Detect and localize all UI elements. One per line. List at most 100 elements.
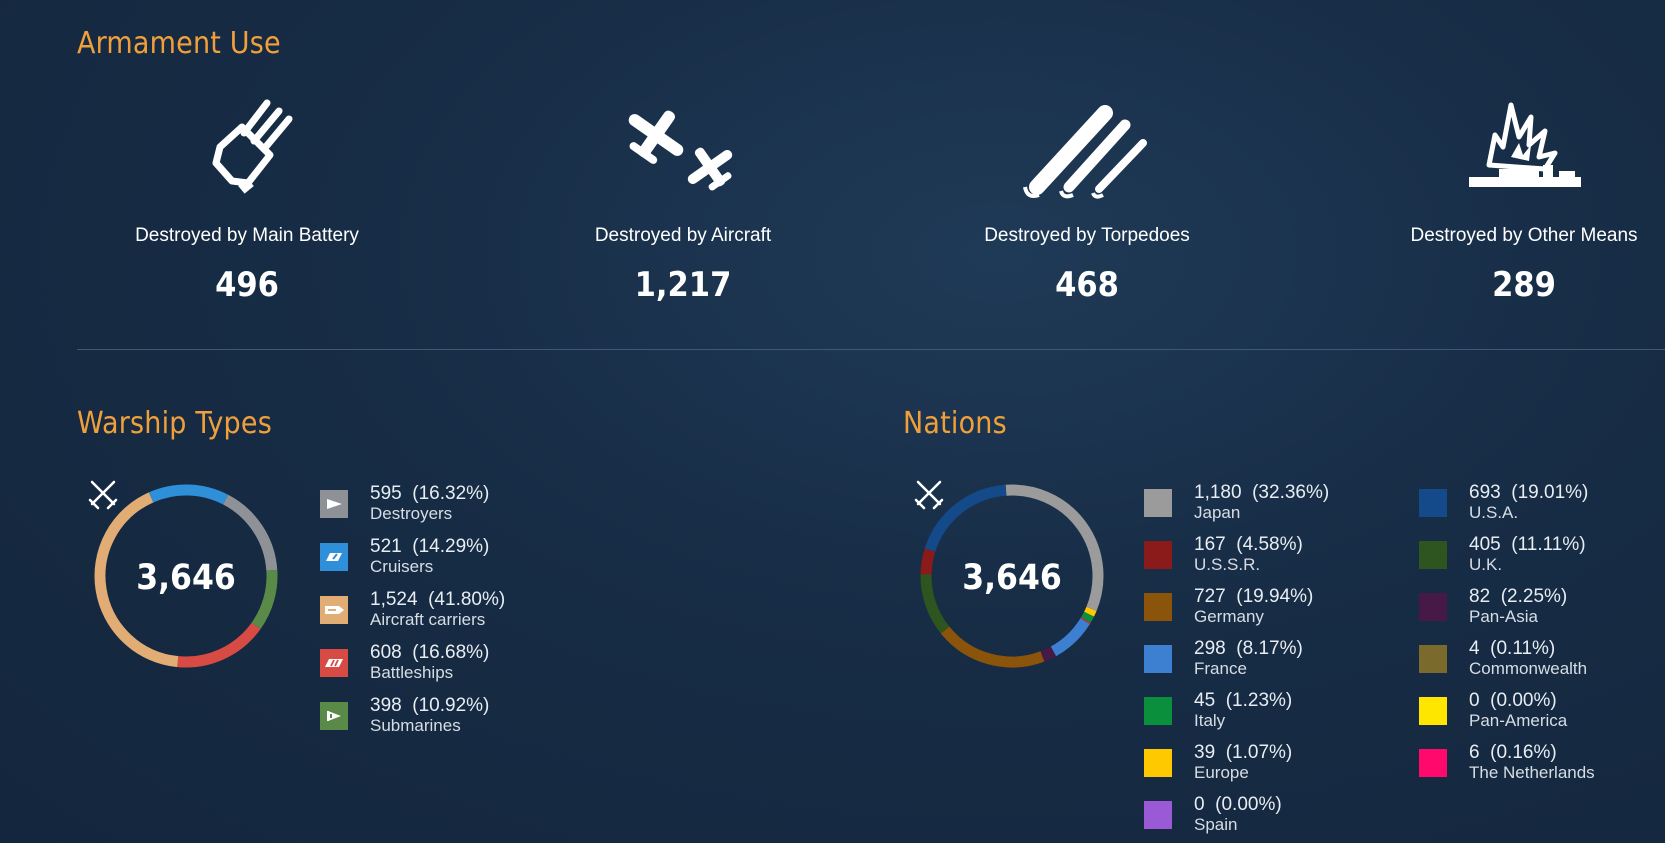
- nations-donut: 3,646: [912, 476, 1112, 676]
- legend-swatch: [1144, 489, 1172, 517]
- legend-label: Spain: [1194, 815, 1238, 834]
- warship-types-total: 3,646: [136, 558, 236, 598]
- legend-label: U.S.S.R.: [1194, 555, 1261, 574]
- nations-center: 3,646: [912, 476, 1112, 676]
- legend-swatch: [1144, 593, 1172, 621]
- legend-label: U.S.A.: [1469, 503, 1519, 522]
- crossed-swords-icon: [914, 480, 944, 510]
- legend-swatch: [1144, 801, 1172, 829]
- legend-item-battleships: 608 (16.68%) Battleships: [320, 642, 580, 688]
- legend-item-nation: 0 (0.00%) Pan-America: [1419, 690, 1665, 736]
- legend-label: Destroyers: [370, 504, 453, 523]
- legend-item-nation: 693 (19.01%) U.S.A.: [1419, 482, 1665, 528]
- main-battery-icon: [67, 95, 427, 205]
- legend-value: 0 (0.00%): [1469, 690, 1557, 711]
- legend-label: Aircraft carriers: [370, 610, 486, 629]
- legend-value: 727 (19.94%): [1194, 586, 1314, 607]
- legend-value: 6 (0.16%): [1469, 742, 1557, 763]
- torpedoes-label: Destroyed by Torpedoes: [984, 225, 1190, 246]
- legend-value: 398 (10.92%): [370, 695, 490, 716]
- legend-label: France: [1194, 659, 1247, 678]
- submarine-icon: [320, 702, 348, 730]
- legend-item-cruisers: 521 (14.29%) Cruisers: [320, 536, 580, 582]
- legend-swatch: [1419, 541, 1447, 569]
- main-battery-label: Destroyed by Main Battery: [135, 225, 359, 246]
- legend-value: 167 (4.58%): [1194, 534, 1303, 555]
- torpedoes-icon: [907, 95, 1267, 205]
- legend-swatch: [1144, 541, 1172, 569]
- legend-item-nation: 727 (19.94%) Germany: [1144, 586, 1394, 632]
- warship-type-slice: [148, 484, 229, 505]
- legend-label: Pan-America: [1469, 711, 1568, 730]
- nations-total: 3,646: [962, 558, 1062, 598]
- legend-item-nation: 82 (2.25%) Pan-Asia: [1419, 586, 1665, 632]
- legend-label: Battleships: [370, 663, 454, 682]
- legend-value: 298 (8.17%): [1194, 638, 1303, 659]
- legend-value: 39 (1.07%): [1194, 742, 1293, 763]
- legend-label: Cruisers: [370, 557, 434, 576]
- other-means-label: Destroyed by Other Means: [1410, 225, 1638, 246]
- legend-value: 82 (2.25%): [1469, 586, 1568, 607]
- section-divider: [77, 349, 1665, 350]
- legend-item-nation: 39 (1.07%) Europe: [1144, 742, 1394, 788]
- armament-title: Armament Use: [77, 26, 281, 61]
- aircraft-label: Destroyed by Aircraft: [594, 225, 772, 246]
- warship-type-slice: [177, 622, 261, 668]
- nations-donut-chart: [920, 484, 1104, 668]
- warship-type-slice: [222, 494, 278, 571]
- legend-value: 521 (14.29%): [370, 536, 490, 557]
- legend-value: 1,180 (32.36%): [1194, 482, 1330, 503]
- legend-label: Submarines: [370, 716, 461, 735]
- other-means-value: 289: [1492, 265, 1556, 305]
- destroyer-icon: [320, 490, 348, 518]
- legend-item-aircraft-carriers: 1,524 (41.80%) Aircraft carriers: [320, 589, 580, 635]
- legend-value: 608 (16.68%): [370, 642, 490, 663]
- nation-slice: [924, 484, 1007, 552]
- legend-label: U.K.: [1469, 555, 1503, 574]
- legend-value: 693 (19.01%): [1469, 482, 1589, 503]
- armament-card-other: Destroyed by Other Means 289: [1344, 95, 1665, 305]
- legend-item-nation: 4 (0.11%) Commonwealth: [1419, 638, 1665, 684]
- legend-item-submarines: 398 (10.92%) Submarines: [320, 695, 580, 741]
- nation-slice: [1084, 606, 1097, 617]
- armament-card-aircraft: Destroyed by Aircraft 1,217: [503, 95, 863, 305]
- torpedoes-value: 468: [1055, 265, 1119, 305]
- legend-item-nation: 45 (1.23%) Italy: [1144, 690, 1394, 736]
- main-battery-value: 496: [215, 265, 279, 305]
- legend-swatch: [1144, 697, 1172, 725]
- legend-item-nation: 167 (4.58%) U.S.S.R.: [1144, 534, 1394, 580]
- aircraft-icon: [503, 95, 863, 205]
- armament-card-torpedoes: Destroyed by Torpedoes 468: [907, 95, 1267, 305]
- legend-value: 1,524 (41.80%): [370, 589, 506, 610]
- legend-value: 0 (0.00%): [1194, 794, 1282, 815]
- aircraft-carrier-icon: [320, 596, 348, 624]
- nation-slice: [940, 626, 1045, 668]
- legend-value: 405 (11.11%): [1469, 534, 1586, 555]
- legend-label: The Netherlands: [1469, 763, 1595, 782]
- nation-slice: [1005, 484, 1104, 612]
- legend-label: Europe: [1194, 763, 1249, 782]
- legend-swatch: [1144, 749, 1172, 777]
- legend-label: Germany: [1194, 607, 1264, 626]
- legend-swatch: [1419, 749, 1447, 777]
- explosion-ship-icon: [1344, 95, 1665, 205]
- legend-label: Italy: [1194, 711, 1226, 730]
- legend-item-nation: 405 (11.11%) U.K.: [1419, 534, 1665, 580]
- legend-item-nation: 298 (8.17%) France: [1144, 638, 1394, 684]
- legend-label: Commonwealth: [1469, 659, 1588, 678]
- nation-slice: [1040, 646, 1057, 662]
- legend-swatch: [1419, 489, 1447, 517]
- legend-item-destroyers: 595 (16.32%) Destroyers: [320, 483, 580, 529]
- armament-card-main-battery: Destroyed by Main Battery 496: [67, 95, 427, 305]
- nation-slice: [920, 574, 950, 634]
- legend-item-nation: 1,180 (32.36%) Japan: [1144, 482, 1394, 528]
- legend-swatch: [1144, 645, 1172, 673]
- legend-label: Pan-Asia: [1469, 607, 1538, 626]
- nation-slice: [1050, 618, 1090, 657]
- warship-types-center: 3,646: [86, 476, 286, 676]
- legend-value: 45 (1.23%): [1194, 690, 1293, 711]
- nation-slice: [1081, 611, 1094, 623]
- legend-item-nation: 0 (0.00%) Spain: [1144, 794, 1394, 840]
- nations-title: Nations: [903, 406, 1007, 441]
- aircraft-value: 1,217: [634, 265, 732, 305]
